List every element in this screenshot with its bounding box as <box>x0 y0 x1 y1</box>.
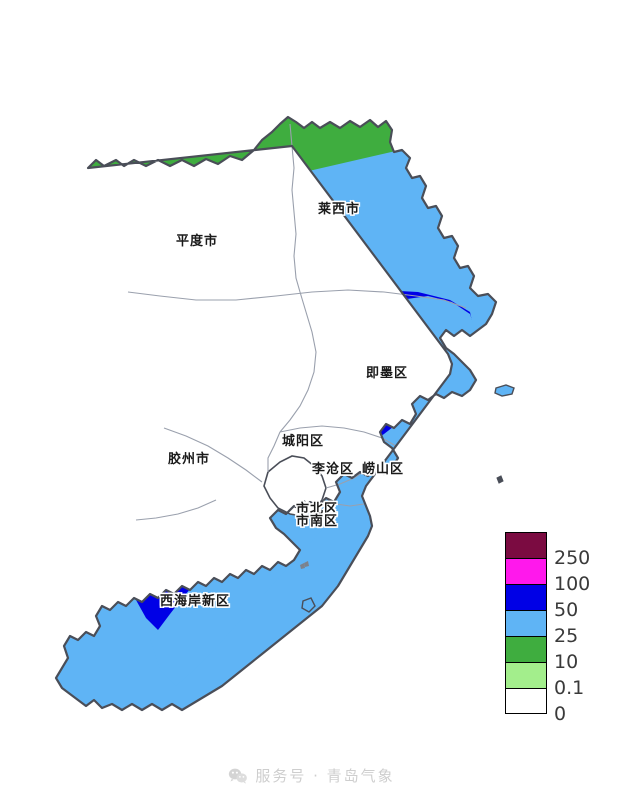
legend-swatch: 0 <box>505 688 566 724</box>
legend-swatch: 250 <box>505 532 590 568</box>
precipitation-legend: 250 100 50 25 10 0.1 0 <box>505 532 590 724</box>
legend-tick-label: 250 <box>554 547 591 569</box>
watermark: 服务号 · 青岛气象 <box>0 765 623 786</box>
wechat-icon <box>229 768 248 784</box>
legend-swatch: 50 <box>505 584 578 620</box>
municipal-outline <box>54 115 498 712</box>
island-dot-a <box>300 563 305 569</box>
legend-tick-label: 0 <box>554 703 567 725</box>
legend-tick-label: 0.1 <box>554 677 585 699</box>
legend-swatch: 10 <box>505 636 578 672</box>
band-25-east-coast <box>396 296 476 420</box>
island-small-east <box>496 475 504 484</box>
island-dot-b <box>304 561 309 567</box>
band-25-southwest <box>150 464 360 686</box>
island-lingshandao <box>301 597 316 613</box>
offshore-islands <box>300 384 515 613</box>
legend-swatch: 0.1 <box>505 662 584 698</box>
watermark-text: 服务号 · 青岛气象 <box>255 767 395 785</box>
island-dot-c <box>301 500 306 505</box>
legend-tick-label: 10 <box>554 651 579 673</box>
legend-swatch: 100 <box>505 558 590 594</box>
legend-tick-label: 25 <box>554 625 579 647</box>
legend-tick-label: 100 <box>554 573 591 595</box>
legend-swatch: 25 <box>505 610 578 646</box>
legend-tick-label: 50 <box>554 599 579 621</box>
island-lingshan <box>494 384 515 397</box>
